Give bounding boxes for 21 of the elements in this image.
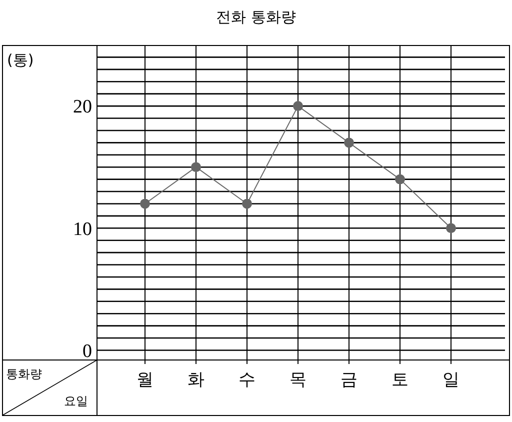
text: (통): [7, 51, 34, 69]
x-tick-label: 토: [392, 370, 408, 390]
chart-title: 전화 통화량: [216, 8, 296, 26]
point: [446, 223, 456, 234]
x-tick-label: 일: [442, 370, 460, 390]
x-tick-label: 수: [238, 370, 256, 390]
point: [140, 198, 150, 209]
x-tick-label: 화: [188, 370, 204, 390]
point: [191, 162, 201, 172]
x-tick-label: 목: [290, 370, 306, 390]
x-tick-label: 금: [340, 370, 358, 390]
y-tick-label: 10: [73, 218, 92, 240]
y-axis-title: 통화량: [6, 367, 42, 381]
y-tick-label: 0: [82, 340, 92, 362]
x-axis-title: 요일: [64, 394, 88, 408]
point: [395, 174, 405, 184]
y-tick-label: 20: [73, 96, 92, 118]
point: [242, 198, 252, 209]
point: [344, 138, 354, 148]
x-tick-label: 월: [136, 370, 154, 390]
point: [293, 101, 303, 112]
